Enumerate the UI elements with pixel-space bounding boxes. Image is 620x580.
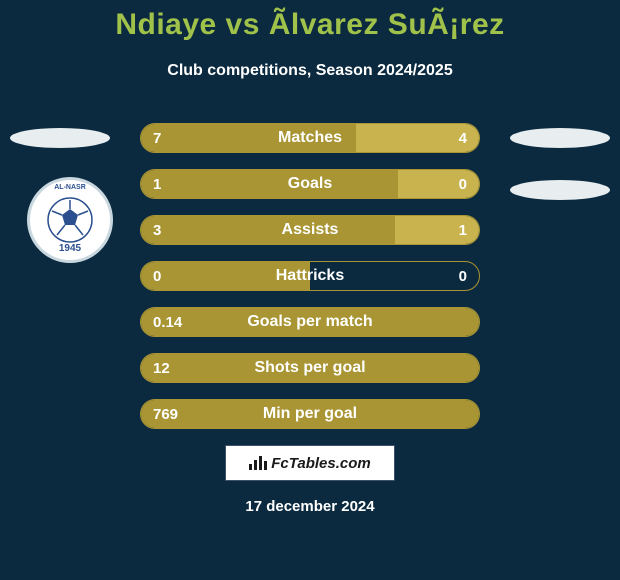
- watermark-text: FcTables.com: [271, 455, 370, 472]
- stat-label: Assists: [141, 216, 479, 244]
- stat-row: Min per goal769: [140, 399, 480, 429]
- club-logo-left: AL-NASR 1945: [27, 177, 113, 263]
- stat-row: Assists3 1: [140, 215, 480, 245]
- player-badge-right-placeholder-1: [510, 128, 610, 148]
- stat-label: Matches: [141, 124, 479, 152]
- stat-row: Shots per goal12: [140, 353, 480, 383]
- stat-value-right: 1: [459, 216, 467, 244]
- club-logo-year: 1945: [30, 243, 110, 254]
- stat-bars-container: Matches74Goals10Assists31Hattricks00Goal…: [140, 123, 480, 445]
- player-badge-right-placeholder-2: [510, 180, 610, 200]
- stat-row: Matches7 4: [140, 123, 480, 153]
- stat-value-right: 0: [459, 262, 467, 290]
- stat-row: Goals1 0: [140, 169, 480, 199]
- stat-value-left: 7: [153, 124, 161, 152]
- stat-label: Shots per goal: [141, 354, 479, 382]
- subtitle: Club competitions, Season 2024/2025: [0, 62, 620, 80]
- bar-chart-icon: [249, 456, 267, 470]
- stat-label: Hattricks: [141, 262, 479, 290]
- stat-value-right: 0: [459, 170, 467, 198]
- stat-row: Hattricks0 0: [140, 261, 480, 291]
- stat-label: Goals: [141, 170, 479, 198]
- stat-label: Min per goal: [141, 400, 479, 428]
- stat-value-left: 1: [153, 170, 161, 198]
- stat-value-left: 769: [153, 400, 178, 428]
- club-logo-toptext: AL-NASR: [30, 184, 110, 191]
- comparison-infographic: Ndiaye vs Ãlvarez SuÃ¡rez Club competiti…: [0, 0, 620, 580]
- stat-label: Goals per match: [141, 308, 479, 336]
- stat-value-left: 0.14: [153, 308, 182, 336]
- player-badge-left-placeholder: [10, 128, 110, 148]
- page-title: Ndiaye vs Ãlvarez SuÃ¡rez: [0, 8, 620, 42]
- stat-value-left: 12: [153, 354, 170, 382]
- date-line: 17 december 2024: [0, 498, 620, 515]
- watermark: FcTables.com: [225, 445, 395, 481]
- stat-row: Goals per match0.14: [140, 307, 480, 337]
- stat-value-right: 4: [459, 124, 467, 152]
- stat-value-left: 0: [153, 262, 161, 290]
- soccer-ball-icon: [47, 197, 93, 243]
- stat-value-left: 3: [153, 216, 161, 244]
